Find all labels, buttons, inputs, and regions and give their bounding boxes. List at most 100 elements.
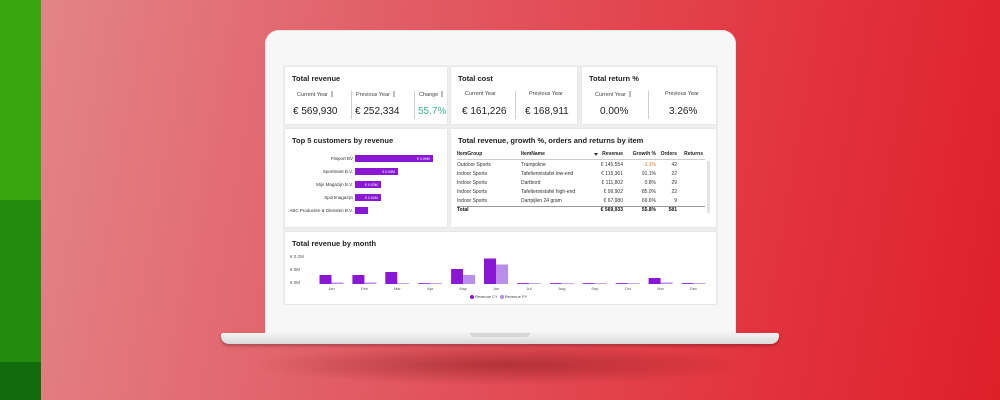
total-cell: € 569,933 xyxy=(600,207,623,213)
customer-bar[interactable] xyxy=(355,168,399,175)
customer-label: Mijn Magazijn B.V. xyxy=(316,182,353,187)
column-header: Returns xyxy=(684,151,703,157)
kpi-label: Previous Year xyxy=(356,92,390,98)
month-bar-cy[interactable] xyxy=(352,275,365,284)
revenue-by-month-card[interactable]: Total revenue by month € 0.2M € 0M € 0M … xyxy=(285,232,716,304)
table-cell: 0.8% xyxy=(644,180,656,186)
card-title: Total revenue xyxy=(292,74,341,83)
customer-label: Sportmagazijn xyxy=(324,195,353,200)
customer-bar[interactable] xyxy=(355,155,433,162)
month-label: Jan xyxy=(328,286,335,291)
month-bar-py[interactable] xyxy=(496,264,508,285)
dashboard-screen: Total revenue Current Year Previous Year… xyxy=(283,65,718,305)
month-bar-py[interactable] xyxy=(627,283,640,284)
month-bar-py[interactable] xyxy=(529,283,541,284)
green-accent-strip xyxy=(0,0,41,400)
table-cell: 22 xyxy=(671,171,677,177)
table-cell: € 111,802 xyxy=(601,180,623,186)
month-bar-py[interactable] xyxy=(660,282,673,285)
month-bar-py[interactable] xyxy=(463,275,476,284)
month-bar-cy[interactable] xyxy=(517,283,529,284)
item-table: ItemGroup ItemName Revenue Growth % Orders Re… xyxy=(451,151,716,225)
month-bar-cy[interactable] xyxy=(681,283,694,284)
table-cell: Tafeltennistafel low-end xyxy=(521,171,574,177)
month-bar-py[interactable] xyxy=(364,282,377,285)
column-header: Growth % xyxy=(632,151,656,157)
month-bar-cy[interactable] xyxy=(418,283,431,284)
table-cell: Dartpijlen 24 gram xyxy=(521,198,562,204)
total-return-card[interactable]: Total return % Current Year Previous Yea… xyxy=(582,67,716,124)
month-bar-cy[interactable] xyxy=(582,283,595,284)
month-label: Apr xyxy=(427,286,434,291)
table-cell: € 67,980 xyxy=(603,198,623,204)
customer-bar-label: € 0.09M xyxy=(417,156,430,161)
kpi-value: 0.00% xyxy=(600,106,629,117)
item-table-card[interactable]: Total revenue, growth %, orders and retu… xyxy=(451,129,716,227)
kpi-change-value: 55.7% xyxy=(418,106,447,117)
y-tick-label: € 0.2M xyxy=(290,254,304,259)
revenue-by-month-chart: Jan Feb Mar Apr May Jun Jul Aug Sep Oct Nov Dec xyxy=(285,232,716,304)
customer-label: ABC Producten & Diensten B.V. xyxy=(289,208,353,213)
table-cell: € 145,554 xyxy=(600,162,623,168)
card-title: Total revenue, growth %, orders and retu… xyxy=(458,136,644,145)
card-title: Total return % xyxy=(589,74,639,83)
sort-desc-icon[interactable] xyxy=(594,153,598,156)
month-bar-py[interactable] xyxy=(397,283,410,284)
table-cell: Trampoline xyxy=(521,162,546,168)
month-label: May xyxy=(459,286,467,291)
table-cell: 29 xyxy=(671,180,677,186)
month-label: Aug xyxy=(558,286,566,291)
table-cell: 69.6% xyxy=(641,198,656,204)
kpi-value: € 569,930 xyxy=(293,106,338,117)
table-cell: Outdoor Sports xyxy=(457,162,491,168)
total-cost-card[interactable]: Total cost Current Year Previous Year € … xyxy=(451,67,577,124)
kpi-label: Current Year xyxy=(595,92,626,98)
table-cell: 22 xyxy=(671,189,677,195)
table-cell: Tafeltennistafel high-end xyxy=(521,189,576,195)
month-label: Jun xyxy=(492,286,500,291)
chart-legend: Revenue CY Revenue PY xyxy=(470,294,527,299)
total-divider xyxy=(457,206,705,207)
legend-item: Revenue CY xyxy=(475,294,498,299)
month-bar-py[interactable] xyxy=(693,283,706,284)
total-revenue-card[interactable]: Total revenue Current Year Previous Year… xyxy=(285,67,447,124)
customer-bar-label: € 0.03M xyxy=(365,182,378,187)
month-bar-cy[interactable] xyxy=(549,283,562,284)
month-bar-py[interactable] xyxy=(331,282,344,285)
customer-bar-label: € 0.03M xyxy=(365,195,378,200)
month-bar-py[interactable] xyxy=(594,283,607,284)
customer-label: Sportmeet B.V. xyxy=(322,169,353,174)
kpi-label: Previous Year xyxy=(665,91,699,97)
month-bar-cy[interactable] xyxy=(385,272,398,284)
card-title: Top 5 customers by revenue xyxy=(292,136,394,145)
month-label: Jul xyxy=(526,286,532,291)
customer-bar[interactable] xyxy=(355,181,381,188)
month-bar-cy[interactable] xyxy=(451,269,464,284)
month-label: Oct xyxy=(624,286,631,291)
customer-bar[interactable] xyxy=(355,194,381,201)
total-cell: 55.8% xyxy=(641,207,656,213)
month-bar-py[interactable] xyxy=(561,283,574,284)
kpi-label: Change xyxy=(419,92,439,98)
column-header: ItemName xyxy=(521,151,545,157)
month-bar-cy[interactable] xyxy=(615,283,628,284)
kpi-label: Previous Year xyxy=(529,91,563,97)
top-customers-card[interactable]: Top 5 customers by revenue Fitsport BV € … xyxy=(285,129,447,227)
table-cell: € 115,361 xyxy=(601,171,623,177)
table-cell: 42 xyxy=(671,162,677,168)
total-cell: 581 xyxy=(668,207,677,213)
kpi-label: Current Year xyxy=(297,92,328,98)
laptop-base xyxy=(221,333,779,344)
customer-bar[interactable] xyxy=(355,207,368,214)
y-tick-label: € 0M xyxy=(290,280,301,285)
table-cell: 9 xyxy=(674,198,677,204)
month-bar-cy[interactable] xyxy=(648,278,661,284)
table-cell: 85.0% xyxy=(641,189,656,195)
month-bar-py[interactable] xyxy=(430,283,443,284)
month-bar-cy[interactable] xyxy=(319,275,332,284)
month-bar-cy[interactable] xyxy=(484,258,496,285)
table-scrollbar[interactable] xyxy=(707,161,710,213)
kpi-label: Current Year xyxy=(465,91,496,97)
month-label: Nov xyxy=(657,286,665,291)
revenue-by-month-svg xyxy=(319,258,706,285)
